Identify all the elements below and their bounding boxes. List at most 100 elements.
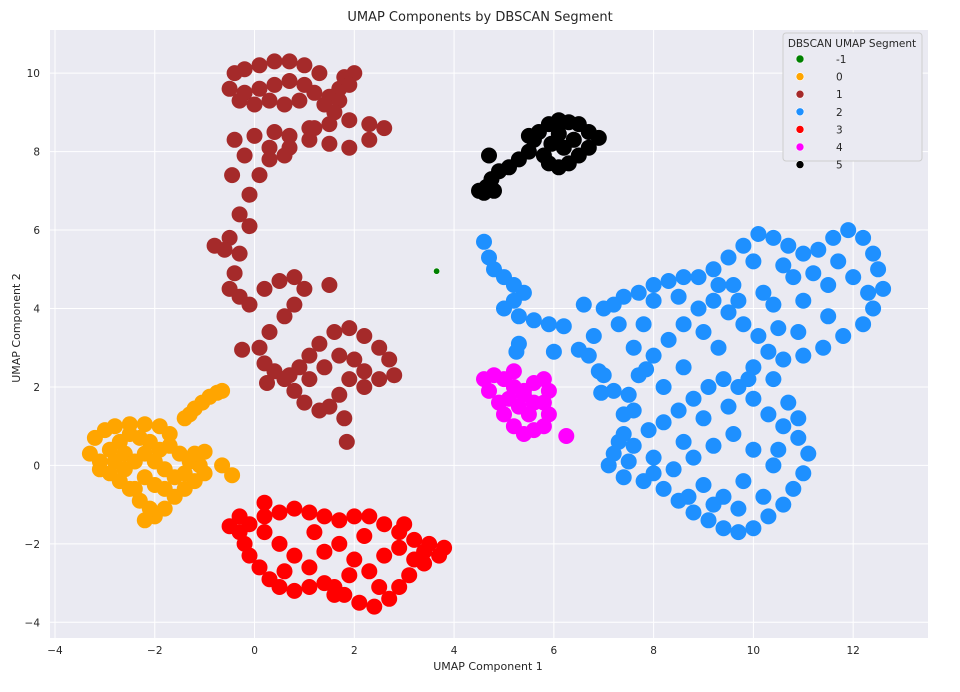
legend-label: 1	[836, 89, 843, 101]
data-point	[126, 480, 143, 497]
data-point	[745, 253, 762, 270]
data-point	[545, 343, 562, 360]
data-point	[136, 469, 153, 486]
data-point	[730, 500, 747, 517]
data-point	[341, 371, 358, 388]
data-point	[825, 229, 842, 246]
data-point	[251, 339, 268, 356]
data-point	[765, 371, 782, 388]
data-point	[161, 426, 178, 442]
data-point	[735, 237, 752, 254]
data-point	[760, 343, 777, 360]
data-point	[710, 339, 727, 356]
data-point	[795, 292, 812, 309]
data-point	[481, 382, 497, 399]
data-point	[805, 265, 822, 282]
data-point	[720, 398, 737, 415]
data-point	[326, 586, 343, 603]
y-tick-label: 0	[33, 460, 40, 472]
data-point	[291, 92, 308, 109]
data-point	[775, 257, 792, 274]
data-point	[840, 222, 857, 239]
y-tick-label: 8	[33, 147, 40, 159]
data-point	[266, 76, 283, 93]
data-point	[800, 445, 817, 462]
data-point	[371, 371, 388, 388]
data-point	[271, 504, 288, 521]
data-point	[231, 92, 248, 109]
data-point	[286, 582, 303, 599]
x-tick-label: 2	[351, 645, 358, 657]
legend-marker	[795, 54, 805, 64]
x-tick-label: −4	[47, 645, 63, 657]
data-point	[106, 418, 123, 435]
data-point	[306, 524, 323, 541]
data-point	[720, 304, 737, 321]
series-4	[476, 363, 575, 444]
data-point	[685, 390, 702, 407]
data-point	[251, 57, 268, 74]
data-point	[391, 539, 408, 556]
series--1	[433, 267, 441, 275]
data-point	[266, 124, 283, 140]
data-point	[336, 410, 353, 427]
data-point	[645, 465, 662, 482]
data-point	[316, 543, 333, 560]
data-point	[261, 151, 278, 168]
data-point	[356, 379, 373, 395]
data-point	[296, 280, 313, 297]
data-point	[261, 139, 278, 156]
data-point	[558, 428, 575, 444]
data-point	[695, 410, 712, 427]
y-axis-label: UMAP Component 2	[10, 273, 23, 383]
data-point	[214, 457, 231, 474]
data-point	[226, 131, 243, 148]
data-point	[865, 300, 882, 317]
data-point	[865, 245, 882, 262]
data-point	[615, 469, 632, 486]
data-point	[341, 139, 358, 156]
data-point	[316, 575, 333, 592]
data-point	[785, 480, 802, 497]
data-point	[231, 206, 248, 223]
data-point	[675, 316, 692, 333]
data-point	[750, 328, 767, 344]
data-point	[760, 406, 777, 423]
data-point	[670, 288, 687, 305]
data-point	[690, 300, 707, 317]
data-point	[730, 524, 747, 541]
data-point	[595, 367, 612, 384]
data-point	[361, 563, 378, 580]
legend: DBSCAN UMAP Segment -1 0 1 2 3 4 5	[782, 32, 923, 172]
data-point	[685, 449, 702, 466]
data-point	[795, 465, 812, 482]
data-point	[341, 76, 358, 93]
data-point	[281, 127, 298, 144]
data-point	[346, 551, 363, 568]
data-point	[660, 331, 677, 348]
data-point	[321, 135, 338, 152]
data-point	[276, 147, 293, 164]
data-point	[735, 316, 752, 333]
data-point	[286, 547, 303, 564]
data-point	[376, 516, 393, 533]
data-point	[271, 535, 288, 552]
data-point	[259, 375, 275, 391]
data-point	[600, 457, 617, 474]
series-5	[471, 112, 607, 201]
data-point	[376, 547, 393, 564]
data-point	[381, 351, 398, 368]
data-point	[675, 433, 692, 450]
data-point	[341, 567, 358, 584]
data-point	[226, 265, 243, 282]
data-point	[790, 324, 807, 340]
data-point	[251, 167, 268, 184]
legend-label: -1	[836, 54, 846, 66]
data-point	[855, 316, 872, 333]
data-point	[670, 402, 687, 419]
legend-label: 2	[836, 107, 843, 119]
data-point	[361, 131, 378, 148]
data-point	[261, 571, 278, 588]
data-point	[875, 280, 892, 297]
data-point	[705, 437, 722, 454]
